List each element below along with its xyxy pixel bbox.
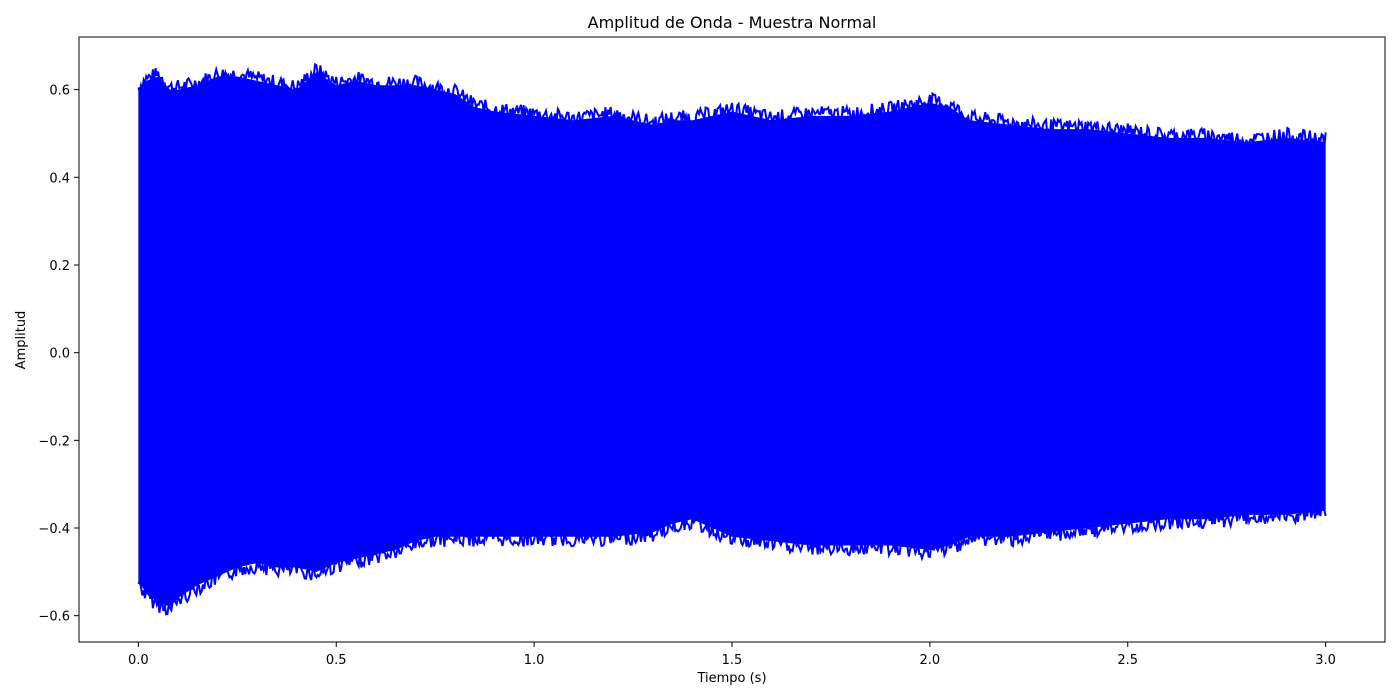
waveform-envelope-0 bbox=[138, 72, 1326, 607]
y-tick-label: 0.2 bbox=[49, 259, 70, 274]
y-tick-label: 0.6 bbox=[49, 84, 70, 99]
x-tick-label: 1.0 bbox=[524, 653, 545, 668]
x-axis-label: Tiempo (s) bbox=[696, 671, 766, 686]
y-tick-label: −0.2 bbox=[38, 434, 70, 449]
axes-frame bbox=[78, 36, 1386, 643]
x-tick-label: 0.5 bbox=[326, 653, 347, 668]
chart-title: Amplitud de Onda - Muestra Normal bbox=[588, 13, 877, 32]
y-tick-label: −0.4 bbox=[38, 522, 70, 537]
x-tick-label: 3.0 bbox=[1315, 653, 1336, 668]
x-tick-label: 2.5 bbox=[1117, 653, 1138, 668]
x-tick-label: 1.5 bbox=[722, 653, 743, 668]
x-tick-label: 0.0 bbox=[128, 653, 149, 668]
y-tick-label: −0.6 bbox=[38, 610, 70, 625]
y-tick-label: 0.0 bbox=[49, 347, 70, 362]
plot-area bbox=[137, 62, 1327, 616]
y-axis-ticks: −0.6 −0.4 −0.2 0.0 0.2 0.4 0.6 bbox=[38, 84, 79, 625]
waveform-upper-edge-0 bbox=[137, 62, 1327, 150]
x-tick-label: 2.0 bbox=[920, 653, 941, 668]
y-tick-label: 0.4 bbox=[49, 171, 70, 186]
x-axis-ticks: 0.0 0.5 1.0 1.5 2.0 2.5 3.0 bbox=[128, 642, 1336, 668]
waveform-lower-edge-0 bbox=[137, 505, 1327, 616]
y-axis-label: Amplitud bbox=[14, 311, 29, 370]
